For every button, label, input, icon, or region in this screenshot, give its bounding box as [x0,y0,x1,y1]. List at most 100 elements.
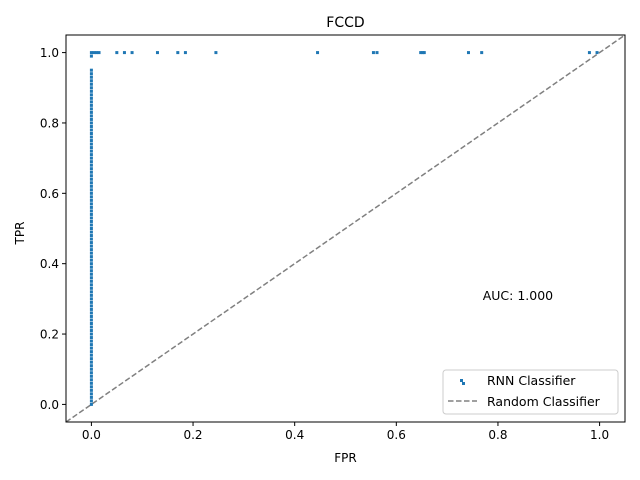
rnn-point [89,346,93,350]
rnn-point [89,216,93,220]
rnn-point [89,402,93,406]
y-tick-label: 0.2 [40,328,59,342]
rnn-point [89,188,93,192]
rnn-point [89,392,93,396]
rnn-point [89,79,93,83]
rnn-point [89,336,93,340]
rnn-point [89,153,93,157]
rnn-point [89,93,93,97]
rnn-point [89,385,93,389]
rnn-point [89,170,93,174]
rnn-point [89,350,93,354]
legend-box [442,369,619,415]
rnn-point [89,219,93,223]
x-tick-label: 0.4 [285,428,304,442]
rnn-point [371,51,375,55]
rnn-point [89,251,93,255]
rnn-point [155,51,159,55]
y-tick-label: 0.8 [40,116,59,130]
rnn-point [89,293,93,297]
rnn-point [89,374,93,378]
rnn-point [214,51,218,55]
rnn-point [89,364,93,368]
rnn-point [89,107,93,111]
rnn-point [89,283,93,287]
y-tick-label: 0.4 [40,257,59,271]
rnn-point [89,258,93,262]
rnn-point [587,51,591,55]
rnn-point [89,135,93,139]
rnn-point [89,177,93,181]
rnn-point [89,181,93,185]
rnn-point [89,353,93,357]
rnn-point [89,255,93,259]
rnn-point [89,371,93,375]
rnn-point [375,51,379,55]
rnn-point [89,149,93,153]
rnn-point [466,51,470,55]
rnn-point [89,395,93,399]
rnn-point [89,117,93,121]
rnn-point [89,343,93,347]
rnn-point [89,297,93,301]
x-tick-label: 1.0 [590,428,609,442]
rnn-point [595,51,599,55]
rnn-point [89,156,93,160]
rnn-point [89,75,93,79]
rnn-point [89,167,93,171]
rnn-point [89,300,93,304]
rnn-point [89,360,93,364]
rnn-point [89,160,93,164]
rnn-point [89,82,93,86]
rnn-point [89,223,93,227]
rnn-point [89,272,93,276]
rnn-points [89,51,599,406]
rnn-point [89,307,93,311]
rnn-point [89,381,93,385]
rnn-point [316,51,320,55]
rnn-point [89,248,93,252]
y-tick-label: 0.0 [40,398,59,412]
random-classifier-line [66,35,625,422]
rnn-point [89,89,93,93]
rnn-point [89,378,93,382]
rnn-point [89,399,93,403]
rnn-point [89,205,93,209]
legend-label-rnn: RNN Classifier [487,373,576,388]
rnn-point [89,54,93,58]
rnn-point [89,100,93,104]
rnn-point [89,198,93,202]
rnn-point [89,72,93,76]
rnn-point [176,51,180,55]
rnn-point [89,388,93,392]
rnn-point [89,110,93,114]
rnn-point [89,209,93,213]
rnn-point [89,321,93,325]
rnn-point [89,332,93,336]
rnn-point [89,230,93,234]
rnn-point [89,103,93,107]
chart-title: FCCD [326,15,364,31]
rnn-point [89,269,93,273]
x-axis-label: FPR [334,451,356,465]
x-tick-label: 0.0 [82,428,101,442]
rnn-point [421,51,425,55]
rnn-point [89,146,93,150]
rnn-point [89,290,93,294]
rnn-point [94,51,98,55]
rnn-point [89,142,93,146]
x-tick-label: 0.8 [488,428,507,442]
rnn-point [89,262,93,266]
rnn-point [89,237,93,241]
rnn-point [422,51,426,55]
rnn-point [89,212,93,216]
rnn-point [89,286,93,290]
rnn-point [89,174,93,178]
rnn-point [89,202,93,206]
rnn-point [89,339,93,343]
rnn-point [89,68,93,72]
axes-frame [65,34,626,423]
rnn-point [89,114,93,118]
legend-label-random: Random Classifier [487,394,601,409]
